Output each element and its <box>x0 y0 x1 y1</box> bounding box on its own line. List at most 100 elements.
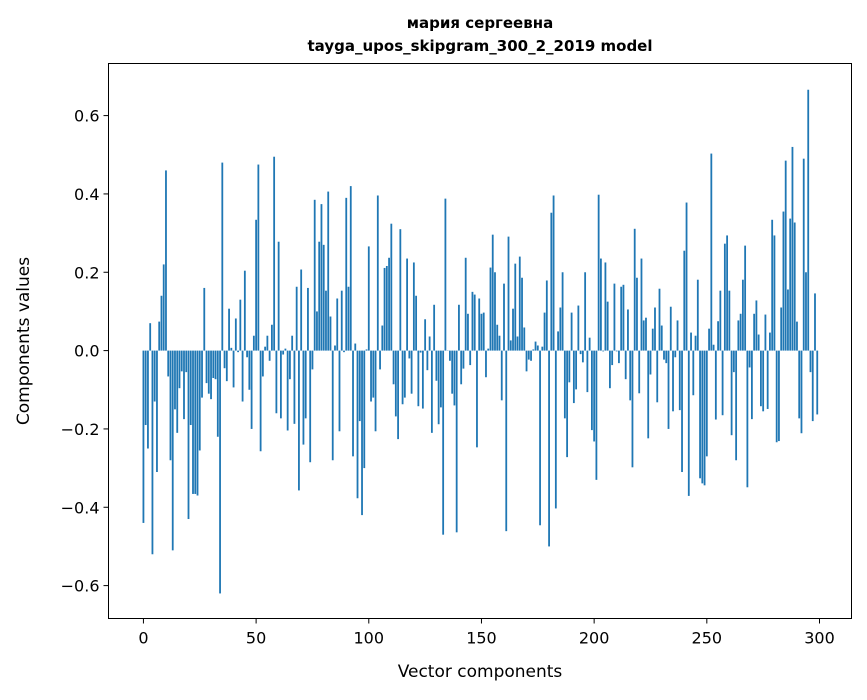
bar-5 <box>154 351 156 402</box>
bar-187 <box>564 351 566 419</box>
bar-253 <box>713 345 715 351</box>
bar-177 <box>541 347 543 351</box>
bar-242 <box>688 351 690 496</box>
bar-259 <box>726 235 728 350</box>
bar-125 <box>424 319 426 350</box>
bar-174 <box>535 342 537 351</box>
bar-117 <box>406 259 408 351</box>
bar-209 <box>614 284 616 351</box>
bar-194 <box>580 351 582 355</box>
bar-50 <box>255 220 257 351</box>
x-tick-label: 250 <box>692 629 723 648</box>
bar-118 <box>408 351 410 359</box>
bar-210 <box>616 351 618 352</box>
bar-109 <box>388 258 390 351</box>
bar-44 <box>242 351 244 402</box>
bar-98 <box>363 351 365 469</box>
bar-179 <box>546 280 548 350</box>
bar-38 <box>228 309 230 351</box>
bar-106 <box>381 326 383 351</box>
bar-122 <box>417 351 419 407</box>
bar-27 <box>203 288 205 351</box>
bar-113 <box>397 351 399 440</box>
bar-51 <box>257 165 259 351</box>
bar-148 <box>476 351 478 448</box>
bar-9 <box>163 264 165 350</box>
bar-4 <box>152 351 154 555</box>
bar-12 <box>170 351 172 461</box>
bar-263 <box>735 351 737 461</box>
bar-250 <box>706 351 708 457</box>
bar-260 <box>728 291 730 351</box>
bar-116 <box>404 351 406 398</box>
bar-252 <box>710 154 712 351</box>
bar-162 <box>508 237 510 351</box>
bar-282 <box>778 351 780 441</box>
bar-230 <box>661 326 663 351</box>
bar-133 <box>442 351 444 535</box>
bar-154 <box>490 268 492 351</box>
bar-228 <box>656 351 658 403</box>
bars-group <box>143 90 819 594</box>
bar-84 <box>332 351 334 461</box>
bar-161 <box>505 351 507 532</box>
bar-200 <box>593 351 595 442</box>
bar-276 <box>765 315 767 351</box>
bar-137 <box>451 351 453 394</box>
bar-23 <box>194 351 196 494</box>
bar-274 <box>760 351 762 407</box>
bar-157 <box>496 325 498 351</box>
bar-166 <box>517 336 519 350</box>
bar-78 <box>318 242 320 351</box>
bar-190 <box>571 313 573 351</box>
bar-159 <box>501 351 503 401</box>
bar-292 <box>801 351 803 434</box>
y-tick-label: −0.4 <box>61 498 100 517</box>
bar-43 <box>239 300 241 351</box>
y-tick-label: 0.4 <box>74 185 99 204</box>
bar-176 <box>539 351 541 526</box>
bar-131 <box>438 351 440 425</box>
bar-93 <box>352 351 354 457</box>
bar-71 <box>303 351 305 445</box>
bar-115 <box>402 351 404 405</box>
bar-201 <box>595 351 597 480</box>
bar-234 <box>670 307 672 351</box>
bar-198 <box>589 338 591 351</box>
bar-142 <box>463 351 465 369</box>
bar-57 <box>271 325 273 351</box>
bar-240 <box>683 251 685 351</box>
bar-248 <box>701 351 703 484</box>
bar-81 <box>325 291 327 351</box>
bar-224 <box>647 351 649 439</box>
bar-17 <box>181 351 183 372</box>
bar-291 <box>798 351 800 419</box>
bar-72 <box>305 351 307 419</box>
bar-90 <box>345 198 347 351</box>
bar-175 <box>537 346 539 351</box>
bar-35 <box>221 163 223 351</box>
bar-70 <box>300 270 302 351</box>
x-tick-label: 100 <box>354 629 385 648</box>
bar-85 <box>334 346 336 351</box>
bar-65 <box>289 351 291 380</box>
bar-7 <box>158 322 160 351</box>
chart-title-line-1: мария сергеевна <box>407 14 553 32</box>
bar-212 <box>620 287 622 351</box>
x-axis-label: Vector components <box>398 662 563 682</box>
x-tick-label: 200 <box>579 629 610 648</box>
y-tick-label: −0.2 <box>61 420 100 439</box>
bar-257 <box>722 351 724 416</box>
x-tick-label: 300 <box>804 629 835 648</box>
bar-183 <box>555 351 557 509</box>
bar-152 <box>485 351 487 378</box>
bar-189 <box>568 351 570 383</box>
bar-14 <box>174 351 176 410</box>
bar-126 <box>426 351 428 371</box>
bar-216 <box>629 351 631 401</box>
bar-172 <box>530 351 532 361</box>
bar-255 <box>717 321 719 350</box>
bar-287 <box>789 219 791 351</box>
